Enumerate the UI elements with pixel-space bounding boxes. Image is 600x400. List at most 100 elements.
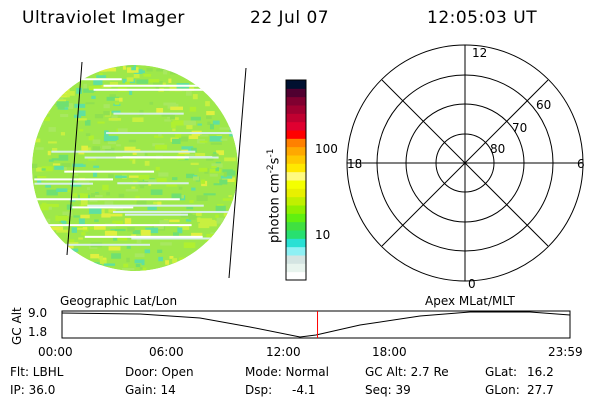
image-pixel	[176, 136, 188, 142]
image-pixel	[171, 138, 181, 145]
image-pixel	[142, 267, 147, 271]
image-pixel	[121, 268, 135, 271]
ytick: 9.0	[28, 306, 48, 320]
image-pixel	[182, 120, 196, 125]
image-pixel	[172, 258, 177, 264]
image-pixel	[94, 219, 99, 222]
missing-data-streak	[103, 84, 238, 87]
image-pixel	[116, 144, 121, 147]
polar-label-12: 12	[472, 46, 488, 60]
image-pixel	[91, 95, 96, 99]
image-pixel	[213, 235, 221, 242]
image-pixel	[36, 167, 44, 172]
image-pixel	[189, 200, 194, 203]
image-pixel	[158, 256, 164, 262]
image-pixel	[102, 184, 109, 191]
image-pixel	[103, 135, 117, 142]
image-pixel	[210, 142, 222, 145]
image-pixel	[238, 237, 245, 242]
image-pixel	[93, 165, 100, 168]
terminator-line	[66, 61, 83, 256]
image-pixel	[60, 114, 69, 118]
image-pixel	[60, 267, 65, 271]
image-pixel	[68, 73, 81, 77]
image-pixel	[92, 139, 101, 145]
image-pixel	[147, 206, 157, 211]
image-pixel	[71, 227, 77, 233]
image-pixel	[84, 119, 91, 126]
image-pixel	[134, 253, 145, 258]
image-pixel	[51, 158, 63, 161]
image-pixel	[32, 219, 41, 223]
date-label: 22 Jul 07	[250, 8, 330, 28]
image-pixel	[212, 120, 220, 125]
image-pixel	[69, 261, 78, 266]
colorbar-swatch	[286, 271, 306, 281]
missing-data-streak	[87, 204, 204, 207]
image-pixel	[49, 261, 56, 265]
image-pixel	[93, 79, 103, 85]
image-pixel	[220, 175, 233, 179]
image-pixel	[145, 227, 159, 234]
image-pixel	[124, 146, 136, 153]
colorbar	[285, 79, 307, 281]
image-pixel	[86, 187, 90, 191]
image-pixel	[48, 159, 54, 162]
image-pixel	[183, 153, 195, 157]
image-pixel	[63, 82, 73, 87]
image-pixel	[99, 68, 107, 72]
missing-data-streak	[124, 213, 188, 216]
image-pixel	[96, 75, 107, 79]
image-pixel	[210, 232, 215, 235]
image-pixel	[102, 145, 111, 149]
image-pixel	[215, 205, 226, 212]
image-pixel	[195, 211, 202, 216]
polar-label-18: 18	[347, 157, 363, 171]
image-pixel	[236, 70, 238, 76]
image-pixel	[201, 179, 206, 184]
image-pixel	[136, 79, 149, 84]
image-pixel	[118, 128, 128, 133]
image-pixel	[195, 271, 199, 275]
image-pixel	[229, 126, 238, 132]
image-pixel	[192, 266, 202, 271]
colorbar-label: photon cm-2s-1	[266, 149, 282, 243]
image-pixel	[181, 146, 194, 152]
image-pixel	[199, 140, 208, 143]
image-pixel	[103, 263, 116, 266]
image-pixel	[186, 173, 195, 179]
image-pixel	[144, 179, 157, 185]
gain-status: Gain: 14	[125, 383, 176, 397]
image-pixel	[41, 166, 53, 172]
image-pixel	[157, 249, 163, 253]
xtick: 12:00	[266, 345, 301, 359]
image-pixel	[191, 147, 197, 153]
image-pixel	[131, 234, 137, 237]
image-pixel	[39, 224, 48, 227]
image-pixel	[60, 220, 66, 223]
colorbar-swatch	[286, 80, 306, 89]
image-pixel	[87, 264, 95, 268]
image-pixel	[186, 206, 194, 210]
image-pixel	[60, 132, 66, 136]
missing-data-streak	[72, 206, 134, 209]
gcalt-status: GC Alt: 2.7 Re	[365, 365, 449, 379]
image-pixel	[40, 204, 49, 211]
image-pixel	[225, 70, 237, 76]
image-pixel	[240, 66, 243, 69]
image-pixel	[191, 232, 203, 239]
missing-data-streak	[93, 88, 222, 91]
colorbar-swatch	[286, 113, 306, 123]
image-pixel	[103, 110, 110, 116]
image-pixel	[93, 224, 106, 230]
image-pixel	[79, 129, 84, 132]
image-pixel	[101, 209, 105, 215]
image-pixel	[66, 245, 74, 251]
image-pixel	[61, 254, 66, 260]
image-pixel	[199, 134, 209, 137]
image-pixel	[207, 121, 211, 125]
image-pixel	[171, 193, 182, 200]
image-pixel	[63, 251, 73, 256]
image-pixel	[89, 246, 98, 249]
image-pixel	[48, 141, 57, 144]
